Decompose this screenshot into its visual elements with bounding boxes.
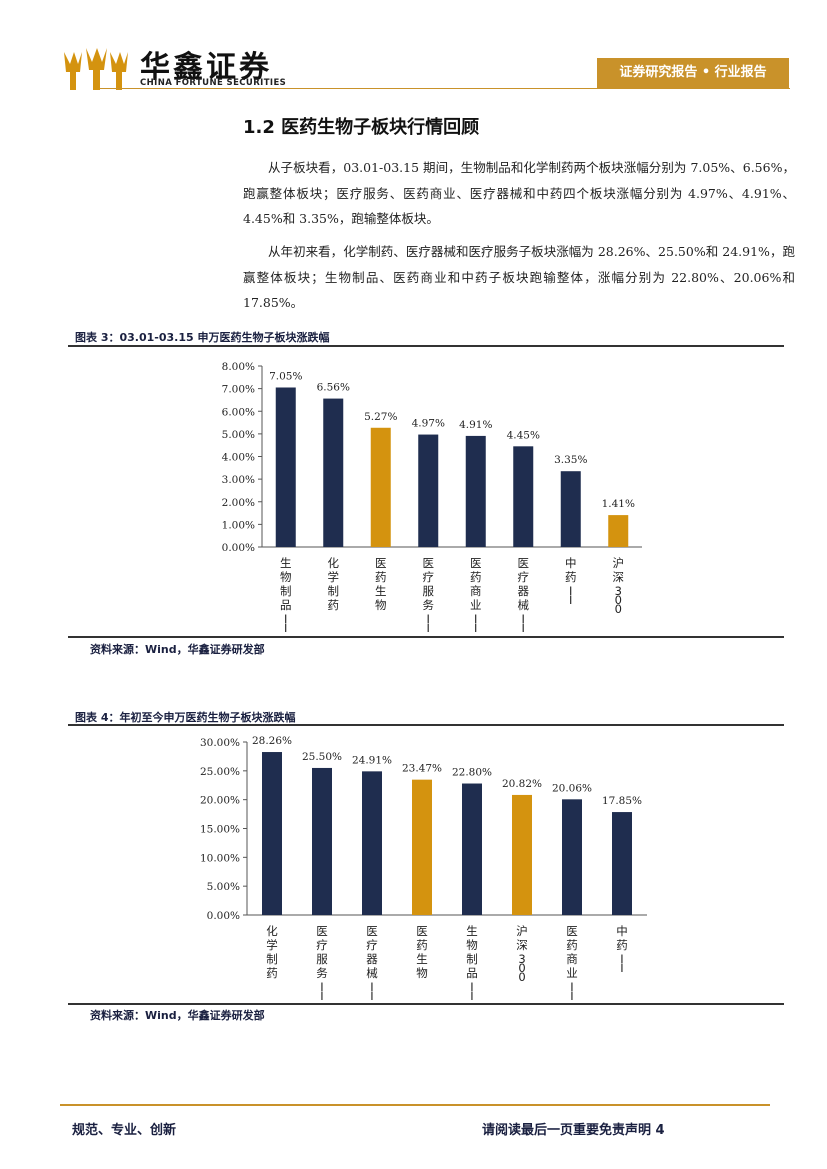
figure4-chart: 0.00% 5.00% 10.00% 15.00% 20.00% 25.00% 30.00%… [0,725,827,1003]
bar [412,779,432,915]
bar [275,387,296,547]
figure4-chart-svg: 0.00% 5.00% 10.00% 15.00% 20.00% 25.00% 30.00%… [200,735,647,1003]
category-label: 沪深 3 0 0 [516,924,528,984]
data-label: 4.91% [459,419,492,431]
category-label: 医药商业 I I [566,924,578,1003]
logo-chinese-name: 华鑫证券 [140,50,272,85]
y-tick-label: 25.00% [200,766,240,778]
figure4-top-rule [68,724,784,726]
data-label: 20.06% [552,782,592,794]
figure3-title: 图表 3：03.01-03.15 申万医药生物子板块涨跌幅 [75,331,330,344]
data-label: 17.85% [602,795,642,807]
bar [608,515,629,547]
bar [312,767,332,915]
bar [612,812,632,915]
category-label: 中药 I I [565,556,577,607]
data-label: 4.45% [507,429,540,441]
bar [370,427,391,547]
figure3-bottom-rule [68,636,784,638]
category-label: 医药生物 [416,924,428,980]
y-tick-label: 15.00% [200,824,240,836]
y-tick-label: 3.00% [222,474,255,486]
header-divider [100,88,790,89]
y-tick-label: 6.00% [222,406,255,418]
bar [512,794,532,915]
data-label: 25.50% [302,751,342,763]
y-tick-label: 5.00% [222,429,255,441]
data-label: 3.35% [554,454,587,466]
bar [262,752,282,915]
figure3-source: 资料来源：Wind，华鑫证券研发部 [90,643,265,656]
bar [562,799,582,915]
logo-mark-icon [64,48,128,90]
bar [362,771,382,915]
data-label: 24.91% [352,754,392,766]
y-tick-label: 1.00% [222,519,255,531]
bar [462,783,482,915]
bar [560,471,581,547]
data-label: 7.05% [269,370,302,382]
data-label: 20.82% [502,778,542,790]
data-label: 22.80% [452,767,492,779]
section-title: 1.2 医药生物子板块行情回顾 [243,117,480,138]
data-label: 1.41% [602,498,635,510]
y-tick-label: 7.00% [222,384,255,396]
y-tick-label: 5.00% [207,881,240,893]
category-label: 中药 I I [616,924,628,975]
footer-divider [60,1104,770,1106]
figure3-chart-svg: 0.00% 1.00% 2.00% 3.00% 4.00% 5.00% 6.00% 7.00%… [222,361,642,635]
figure4-bottom-rule [68,1003,784,1005]
category-label: 化学制药 [266,924,278,980]
y-tick-label: 10.00% [200,852,240,864]
category-label: 医药生物 [375,556,387,612]
y-tick-label: 8.00% [222,361,255,373]
y-tick-label: 0.00% [222,542,255,554]
y-tick-label: 0.00% [207,910,240,922]
category-label: 医药商业 I I [470,556,482,635]
figure3-chart: 0.00% 1.00% 2.00% 3.00% 4.00% 5.00% 6.00% 7.00%… [0,346,827,636]
category-label: 沪深 3 0 0 [613,556,625,616]
y-tick-label: 20.00% [200,795,240,807]
category-label: 生物制品 I I [280,556,292,635]
data-label: 5.27% [364,411,397,423]
logo-english-name: CHINA FORTUNE SECURITIES [140,78,287,88]
figure4-source: 资料来源：Wind，华鑫证券研发部 [90,1009,265,1022]
category-label: 医疗服务 I I [316,924,328,1003]
bar [323,398,344,547]
company-logo: 华鑫证券 CHINA FORTUNE SECURITIES [60,42,290,94]
report-type-tag: 证券研究报告 • 行业报告 [597,58,789,88]
bar [418,434,439,547]
footer-slogan: 规范、专业、创新 [72,1123,177,1138]
category-label: 医疗器械 I I [366,924,378,1003]
data-label: 6.56% [317,382,350,394]
y-tick-label: 30.00% [200,737,240,749]
footer-disclaimer-page: 请阅读最后一页重要免责声明 4 [482,1123,665,1138]
figure4-title: 图表 4：年初至今申万医药生物子板块涨跌幅 [75,711,296,724]
bar [465,435,486,547]
category-label: 医疗器械 I I [518,556,530,635]
paragraph-subsector-period: 从子板块看，03.01-03.15 期间，生物制品和化学制药两个板块涨幅分别为 … [243,160,795,226]
data-label: 23.47% [402,763,442,775]
data-label: 4.97% [412,418,445,430]
y-tick-label: 2.00% [222,497,255,509]
category-label: 医疗服务 I I [423,556,435,635]
figure3-top-rule [68,345,784,347]
category-label: 生物制品 I I [466,924,478,1003]
paragraph-subsector-ytd: 从年初来看，化学制药、医疗器械和医疗服务子板块涨幅为 28.26%、25.50%… [243,244,795,310]
data-label: 28.26% [252,735,292,747]
category-label: 化学制药 [328,556,340,612]
bar [513,446,534,547]
y-tick-label: 4.00% [222,452,255,464]
